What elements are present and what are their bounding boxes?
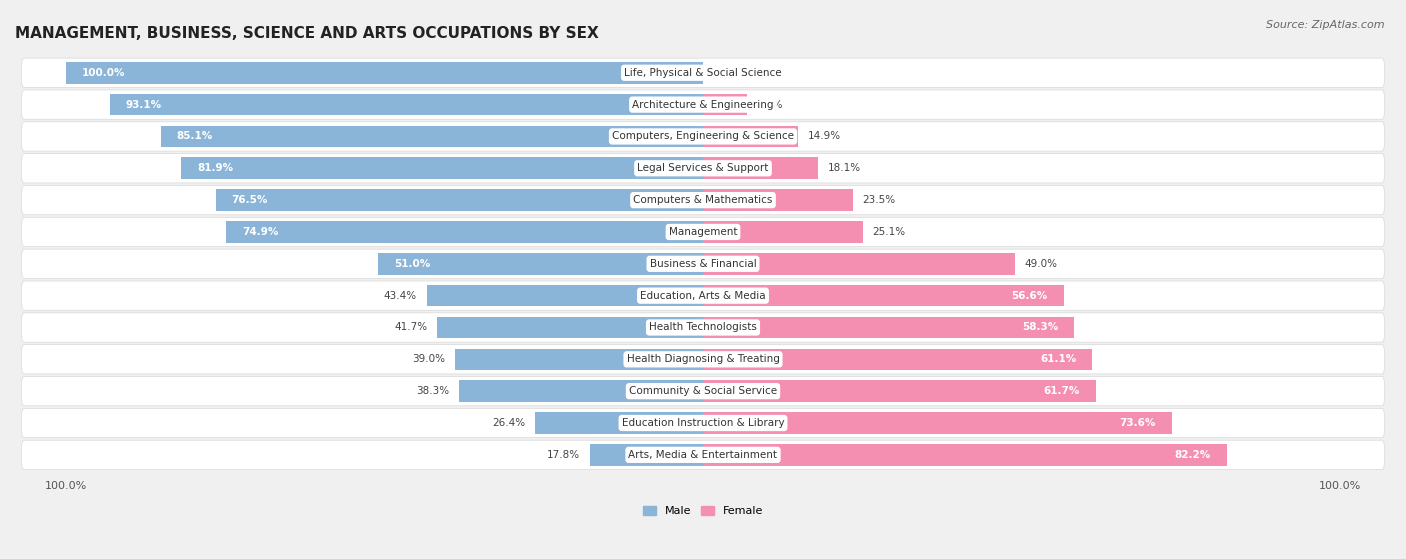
Text: 23.5%: 23.5% <box>862 195 896 205</box>
Bar <box>703 126 799 147</box>
Text: 58.3%: 58.3% <box>1022 323 1059 333</box>
FancyBboxPatch shape <box>21 377 1385 406</box>
FancyBboxPatch shape <box>21 154 1385 183</box>
Text: 56.6%: 56.6% <box>1011 291 1047 301</box>
Text: Education Instruction & Library: Education Instruction & Library <box>621 418 785 428</box>
Text: 82.2%: 82.2% <box>1174 450 1211 460</box>
FancyBboxPatch shape <box>21 249 1385 278</box>
Text: Life, Physical & Social Science: Life, Physical & Social Science <box>624 68 782 78</box>
Text: Legal Services & Support: Legal Services & Support <box>637 163 769 173</box>
Text: MANAGEMENT, BUSINESS, SCIENCE AND ARTS OCCUPATIONS BY SEX: MANAGEMENT, BUSINESS, SCIENCE AND ARTS O… <box>15 26 599 41</box>
FancyBboxPatch shape <box>21 186 1385 215</box>
Bar <box>589 444 703 466</box>
Text: 38.3%: 38.3% <box>416 386 450 396</box>
Text: Architecture & Engineering: Architecture & Engineering <box>633 100 773 110</box>
Text: Health Diagnosing & Treating: Health Diagnosing & Treating <box>627 354 779 364</box>
Bar <box>703 380 1097 402</box>
FancyBboxPatch shape <box>21 313 1385 342</box>
FancyBboxPatch shape <box>21 440 1385 470</box>
Text: 18.1%: 18.1% <box>828 163 860 173</box>
Bar <box>703 444 1226 466</box>
Bar <box>703 285 1063 306</box>
Text: 39.0%: 39.0% <box>412 354 446 364</box>
Text: 41.7%: 41.7% <box>395 323 427 333</box>
Text: 81.9%: 81.9% <box>197 163 233 173</box>
Text: 76.5%: 76.5% <box>232 195 269 205</box>
Text: Computers & Mathematics: Computers & Mathematics <box>633 195 773 205</box>
Text: 100.0%: 100.0% <box>82 68 125 78</box>
Text: 93.1%: 93.1% <box>127 100 162 110</box>
FancyBboxPatch shape <box>21 345 1385 374</box>
Bar <box>226 221 703 243</box>
Text: 51.0%: 51.0% <box>394 259 430 269</box>
Text: 17.8%: 17.8% <box>547 450 581 460</box>
Text: 14.9%: 14.9% <box>807 131 841 141</box>
FancyBboxPatch shape <box>21 122 1385 151</box>
Bar <box>66 62 703 84</box>
Bar <box>703 190 852 211</box>
Bar <box>378 253 703 274</box>
Bar <box>454 348 703 370</box>
FancyBboxPatch shape <box>21 217 1385 247</box>
Bar <box>426 285 703 306</box>
Bar <box>110 94 703 115</box>
Text: Source: ZipAtlas.com: Source: ZipAtlas.com <box>1267 20 1385 30</box>
FancyBboxPatch shape <box>21 90 1385 119</box>
Text: 74.9%: 74.9% <box>242 227 278 237</box>
FancyBboxPatch shape <box>21 58 1385 87</box>
Text: Computers, Engineering & Science: Computers, Engineering & Science <box>612 131 794 141</box>
Bar <box>458 380 703 402</box>
Bar <box>534 412 703 434</box>
Bar <box>215 190 703 211</box>
Text: 6.9%: 6.9% <box>756 100 783 110</box>
Text: 26.4%: 26.4% <box>492 418 526 428</box>
Text: 61.1%: 61.1% <box>1040 354 1077 364</box>
Text: 85.1%: 85.1% <box>177 131 214 141</box>
Bar <box>703 316 1074 338</box>
Text: 43.4%: 43.4% <box>384 291 418 301</box>
Bar <box>703 221 863 243</box>
FancyBboxPatch shape <box>21 409 1385 438</box>
Bar <box>703 348 1092 370</box>
Bar <box>703 158 818 179</box>
Bar <box>181 158 703 179</box>
Bar <box>703 94 747 115</box>
Text: 73.6%: 73.6% <box>1119 418 1156 428</box>
Legend: Male, Female: Male, Female <box>638 501 768 521</box>
Text: 61.7%: 61.7% <box>1043 386 1080 396</box>
Text: 49.0%: 49.0% <box>1025 259 1057 269</box>
Text: 0.0%: 0.0% <box>713 68 738 78</box>
Text: 25.1%: 25.1% <box>873 227 905 237</box>
Text: Arts, Media & Entertainment: Arts, Media & Entertainment <box>628 450 778 460</box>
Text: Management: Management <box>669 227 737 237</box>
FancyBboxPatch shape <box>21 281 1385 310</box>
Bar <box>703 412 1171 434</box>
Text: Community & Social Service: Community & Social Service <box>628 386 778 396</box>
Bar <box>160 126 703 147</box>
Bar <box>703 253 1015 274</box>
Text: Health Technologists: Health Technologists <box>650 323 756 333</box>
Bar <box>437 316 703 338</box>
Text: Education, Arts & Media: Education, Arts & Media <box>640 291 766 301</box>
Text: Business & Financial: Business & Financial <box>650 259 756 269</box>
